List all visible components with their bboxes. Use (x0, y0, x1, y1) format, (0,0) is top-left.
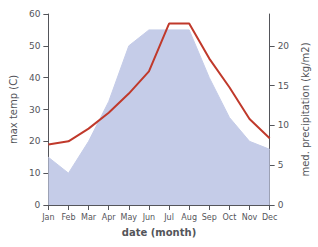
svg-text:Sep: Sep (202, 213, 217, 222)
svg-text:Apr: Apr (102, 213, 117, 222)
svg-text:15: 15 (278, 81, 289, 91)
svg-text:0: 0 (278, 200, 284, 210)
svg-text:40: 40 (29, 73, 41, 83)
svg-text:Oct: Oct (222, 213, 236, 222)
svg-text:date (month): date (month) (122, 227, 196, 238)
svg-text:50: 50 (29, 41, 41, 51)
svg-text:Jun: Jun (142, 213, 156, 222)
svg-text:5: 5 (278, 160, 284, 170)
svg-text:10: 10 (29, 168, 41, 178)
svg-text:30: 30 (29, 105, 41, 115)
svg-text:10: 10 (278, 120, 290, 130)
svg-text:May: May (121, 213, 138, 222)
svg-text:0: 0 (35, 200, 41, 210)
svg-text:max temp (C): max temp (C) (8, 75, 19, 144)
svg-text:Feb: Feb (61, 213, 75, 222)
svg-text:Jan: Jan (41, 213, 54, 222)
svg-text:Aug: Aug (181, 213, 197, 222)
svg-text:Jul: Jul (163, 213, 174, 222)
svg-text:Mar: Mar (81, 213, 97, 222)
svg-text:60: 60 (29, 9, 41, 19)
svg-text:med. precipitation (kg/m2): med. precipitation (kg/m2) (300, 42, 311, 176)
svg-text:20: 20 (278, 41, 290, 51)
svg-text:20: 20 (29, 136, 41, 146)
svg-text:Dec: Dec (262, 213, 277, 222)
svg-text:Nov: Nov (242, 213, 258, 222)
